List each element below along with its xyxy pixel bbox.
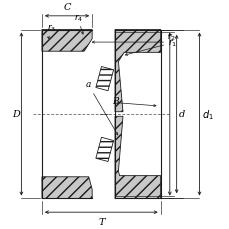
Text: $r_3$: $r_3$ (46, 22, 55, 34)
Text: $r_2$: $r_2$ (166, 31, 175, 43)
Text: C: C (63, 3, 71, 12)
Polygon shape (95, 67, 113, 91)
Text: B: B (111, 96, 118, 105)
Polygon shape (114, 117, 160, 199)
Text: $r_1$: $r_1$ (167, 37, 176, 49)
Polygon shape (114, 30, 160, 112)
Text: $r_4$: $r_4$ (74, 13, 83, 24)
Text: a: a (86, 79, 91, 88)
Polygon shape (42, 30, 92, 52)
Polygon shape (95, 138, 113, 162)
Text: d: d (178, 110, 184, 119)
Text: $d_1$: $d_1$ (201, 108, 213, 121)
Text: D: D (12, 110, 19, 119)
Text: T: T (98, 217, 104, 226)
Polygon shape (42, 177, 92, 199)
